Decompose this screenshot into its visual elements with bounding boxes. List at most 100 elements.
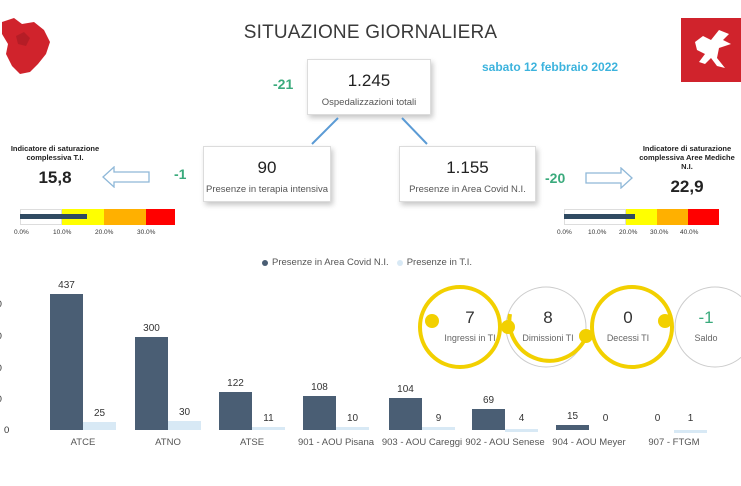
bar-icu[interactable]: [336, 426, 369, 430]
icu-presence-card: 90 Presenze in terapia intensiva: [203, 146, 331, 202]
bar-icu[interactable]: [168, 420, 201, 430]
arrow-right-icon: [585, 166, 633, 194]
category-label: 902 - AOU Senese: [465, 437, 545, 448]
icu-saturation-scale: [20, 209, 175, 225]
bar-covid-area[interactable]: [472, 408, 505, 430]
bar-value-label: 1: [687, 413, 694, 424]
chart-legend: Presenze in Area Covid N.I. Presenze in …: [262, 257, 472, 268]
bar-icu[interactable]: [83, 422, 116, 430]
flow-value-ingressi: 7: [465, 308, 475, 327]
bar-value-label: 104: [397, 383, 414, 395]
bar-covid-area[interactable]: [135, 336, 168, 430]
arrow-left-icon: [102, 165, 150, 193]
legend-label-covid-area: Presenze in Area Covid N.I.: [272, 257, 389, 268]
bar-icu[interactable]: [422, 427, 455, 431]
bar-value-label: 69: [482, 394, 495, 406]
area-scale-tick-4: 40.0%: [680, 229, 699, 236]
total-delta: -21: [273, 76, 294, 92]
category-label: 901 - AOU Pisana: [297, 437, 375, 448]
icu-presence-label: Presenze in terapia intensiva: [206, 184, 328, 195]
total-hospitalizations-card: 1.245 Ospedalizzazioni totali: [307, 59, 431, 115]
covid-area-value: 1.155: [446, 158, 489, 177]
bar-covid-area[interactable]: [219, 392, 252, 430]
icu-presence-value: 90: [257, 158, 277, 177]
legend-dot-icon: [396, 259, 403, 266]
bar-value-label: 9: [435, 413, 442, 424]
icu-flow-diagram: [418, 285, 741, 369]
icu-saturation-label-1: Indicatore di saturazione: [10, 144, 100, 153]
report-date: sabato 12 febbraio 2022: [482, 60, 619, 74]
category-label: ATCE: [70, 437, 96, 448]
icu-scale-tick-1: 10.0%: [53, 229, 72, 236]
bar-value-label: 108: [311, 382, 328, 394]
area-saturation-value: 22,9: [670, 177, 704, 196]
bar-value-label: 11: [263, 412, 274, 424]
flow-label-saldo: Saldo: [694, 333, 718, 343]
covid-area-card: 1.155 Presenze in Area Covid N.I.: [399, 146, 536, 202]
total-hospitalizations-label: Ospedalizzazioni totali: [321, 97, 417, 108]
area-saturation-scale: [564, 209, 719, 225]
flow-value-saldo: -1: [698, 308, 714, 327]
tuscany-map-icon: [0, 16, 52, 76]
icu-saturation-value: 15,8: [38, 168, 72, 187]
icu-delta: -1: [174, 166, 187, 182]
legend-item-icu: Presenze in T.I.: [396, 257, 473, 268]
bar-value-label: 4: [518, 413, 525, 424]
bar-value-label: 10: [346, 412, 359, 424]
bar-covid-area[interactable]: [389, 397, 422, 430]
area-scale-tick-3: 30.0%: [650, 229, 669, 236]
bar-value-label: 0: [602, 413, 609, 424]
bar-value-label: 300: [143, 322, 160, 334]
bar-value-label: 437: [58, 280, 75, 291]
y-tick-200: 200: [0, 363, 2, 374]
flow-label-dimissioni: Dimissioni TI: [522, 333, 574, 343]
flow-value-dimissioni: 8: [543, 308, 553, 327]
flow-circle-decessi: [590, 285, 674, 369]
area-saturation-label-2: complessiva Aree Mediche N.I.: [639, 153, 735, 171]
category-label: 907 - FTGM: [648, 437, 700, 448]
y-tick-0: 0: [4, 425, 10, 436]
icu-scale-tick-0: 0.0%: [14, 229, 29, 236]
category-label: ATNO: [155, 437, 181, 448]
bar-value-label: 25: [93, 408, 106, 420]
area-scale-tick-1: 10.0%: [588, 229, 607, 236]
total-hospitalizations-value: 1.245: [347, 71, 391, 90]
legend-dot-icon: [262, 259, 268, 266]
category-label: 903 - AOU Careggi: [381, 437, 463, 448]
legend-label-icu: Presenze in T.I.: [406, 257, 473, 268]
bar-icu[interactable]: [505, 428, 538, 432]
area-saturation-label-1: Indicatore di saturazione: [642, 144, 732, 153]
y-tick-100: 100: [0, 394, 2, 405]
bar-icu[interactable]: [252, 426, 285, 430]
area-scale-tick-2: 20.0%: [619, 229, 638, 236]
bar-covid-area[interactable]: [50, 294, 83, 430]
bar-value-label: 30: [178, 406, 191, 418]
icu-saturation-indicator: Indicatore di saturazione complessiva T.…: [10, 144, 100, 188]
bar-value-label: 0: [654, 413, 661, 424]
covid-area-label: Presenze in Area Covid N.I.: [409, 184, 526, 195]
area-scale-tick-0: 0.0%: [557, 229, 572, 236]
icu-saturation-label-2: complessiva T.I.: [26, 153, 84, 162]
bar-covid-area[interactable]: [303, 396, 336, 430]
page-title: SITUAZIONE GIORNALIERA: [243, 22, 498, 43]
category-label: 904 - AOU Meyer: [552, 437, 626, 448]
area-saturation-indicator: Indicatore di saturazione complessiva Ar…: [633, 144, 741, 197]
region-flag-icon: [681, 18, 741, 82]
flow-label-ingressi: Ingressi in TI: [444, 333, 496, 343]
bar-icu[interactable]: [674, 429, 707, 433]
area-saturation-level-bar: [564, 214, 635, 219]
covid-area-delta: -20: [545, 170, 566, 186]
bar-value-label: 122: [227, 378, 244, 390]
icu-scale-tick-2: 20.0%: [95, 229, 114, 236]
flow-label-decessi: Decessi TI: [606, 333, 650, 343]
category-label: ATSE: [239, 437, 265, 448]
flow-value-decessi: 0: [623, 308, 633, 327]
flow-circle-saldo: [674, 286, 741, 368]
icu-saturation-level-bar: [20, 214, 87, 219]
bar-covid-area[interactable]: [556, 425, 589, 430]
icu-scale-tick-3: 30.0%: [137, 229, 156, 236]
flow-circle-ingressi: [418, 285, 502, 369]
y-tick-400: 400: [0, 299, 2, 310]
